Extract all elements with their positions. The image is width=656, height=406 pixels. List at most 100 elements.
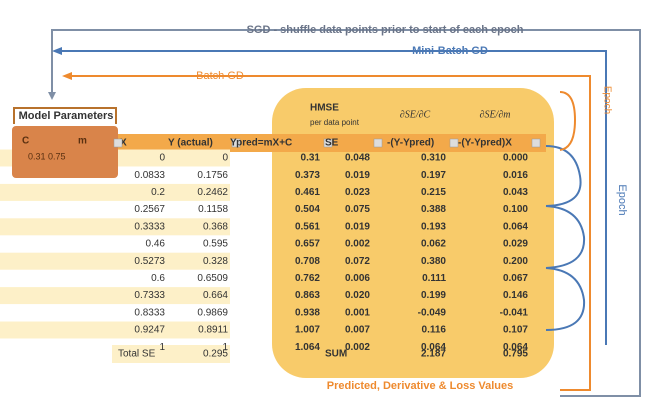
cell: 0.938 (295, 307, 320, 318)
arrows (51, 29, 641, 397)
cell: 0.8911 (198, 325, 228, 336)
cell: 0.029 (503, 239, 528, 250)
cell: 0.6 (151, 273, 165, 284)
epoch-right-label: Epoch (616, 184, 628, 215)
param-name: C (22, 136, 29, 147)
cell: 0.016 (503, 170, 528, 181)
cell: 0.067 (503, 273, 528, 284)
row-stripe (0, 218, 230, 236)
row-stripe (0, 252, 230, 270)
params-title: Model Parameters (19, 110, 114, 122)
sgd-label: SGD - shuffle data points prior to start… (247, 24, 524, 36)
cell: 1 (222, 342, 228, 353)
cell: 0.023 (345, 187, 370, 198)
cell: 0.072 (345, 256, 370, 267)
dse-dc: ∂SE/∂C (400, 109, 431, 120)
cell: 0.595 (203, 239, 228, 250)
cell: 0.020 (345, 290, 370, 301)
column-header: X (120, 138, 127, 149)
minibatch-arrow (60, 50, 607, 345)
cell: 0.2567 (134, 204, 165, 215)
filter-button (531, 138, 541, 148)
epoch-brace (559, 91, 577, 151)
cell: 0.762 (295, 273, 320, 284)
results-panel (272, 88, 554, 378)
cell: 0.9247 (134, 325, 165, 336)
cell: 0.100 (503, 204, 528, 215)
cell: 0.146 (503, 290, 528, 301)
cell: 0.006 (345, 273, 370, 284)
cell: 0.46 (146, 239, 166, 250)
arrow-head (48, 92, 56, 100)
cell: 0.328 (203, 256, 228, 267)
column-header: -(Y-Ypred) (387, 138, 434, 149)
cell: 0.064 (503, 342, 528, 353)
sum-label: SUM (325, 349, 347, 360)
cell: 0.002 (345, 239, 370, 250)
cell: 0.2462 (197, 187, 228, 198)
param-name: m (78, 136, 87, 147)
cell: 0.075 (345, 204, 370, 215)
cell: 0.7333 (134, 290, 165, 301)
cell: 0.107 (503, 325, 528, 336)
param-value: 0.31 (28, 151, 46, 161)
cell: -0.041 (500, 307, 529, 318)
cell: 0 (222, 153, 228, 164)
cell: 0.504 (295, 204, 320, 215)
filter-button (113, 138, 123, 148)
cell: 1.007 (295, 325, 320, 336)
per-point: per data point (310, 118, 360, 127)
cell: 0.373 (295, 170, 320, 181)
column-header: -(Y-Ypred)X (458, 138, 512, 149)
cell: 0.461 (295, 187, 320, 198)
cell: 1 (159, 342, 165, 353)
cell: 0.310 (421, 153, 446, 164)
cell: 0.708 (295, 256, 320, 267)
batch-arrow (70, 75, 591, 391)
column-header: Ypred=mX+C (230, 138, 292, 149)
cell: 0 (159, 153, 165, 164)
row-stripe (0, 287, 230, 305)
cell: 0.6509 (197, 273, 228, 284)
cell: 0.197 (421, 170, 446, 181)
row-stripe (0, 321, 230, 339)
cell: -0.049 (418, 307, 447, 318)
column-header: Y (actual) (168, 138, 213, 149)
cell: 0.1158 (198, 204, 228, 215)
cell: 0.062 (421, 239, 446, 250)
arrow-head (62, 72, 72, 80)
cell: 0.111 (422, 273, 446, 284)
sum-value: 0.795 (503, 349, 528, 360)
batch-label: Batch GD (196, 70, 244, 82)
param-value: 0.75 (48, 151, 66, 161)
cell: 0.043 (503, 187, 528, 198)
filter-button (449, 138, 459, 148)
cell: 0.2 (151, 187, 165, 198)
cell: 0.116 (422, 325, 447, 336)
sum-value: 2.187 (421, 349, 446, 360)
hmse: HMSE (310, 103, 339, 114)
cell: 0.380 (421, 256, 446, 267)
filter-button (323, 138, 333, 148)
filter-button (231, 138, 241, 148)
cell: 0.863 (295, 290, 320, 301)
cell: 0.657 (295, 239, 320, 250)
cell: 0.019 (345, 170, 370, 181)
bottom-label: Predicted, Derivative & Loss Values (327, 380, 513, 392)
cell: 0.8333 (134, 307, 165, 318)
cell: 0.064 (503, 221, 528, 232)
cell: 0.0833 (134, 170, 165, 181)
row-stripe (0, 183, 230, 201)
epoch-top-label: Epoch (601, 86, 612, 114)
cell: 0.193 (421, 221, 446, 232)
cell: 0.9869 (197, 307, 228, 318)
cell: 0.31 (301, 153, 321, 164)
cell: 0.001 (345, 307, 370, 318)
cell: 0.200 (503, 256, 528, 267)
arrow-head (52, 47, 62, 55)
cell: 0.3333 (134, 221, 165, 232)
total-label: Total SE (118, 349, 156, 360)
cell: 1.064 (295, 342, 320, 353)
cell: 0.1756 (197, 170, 228, 181)
